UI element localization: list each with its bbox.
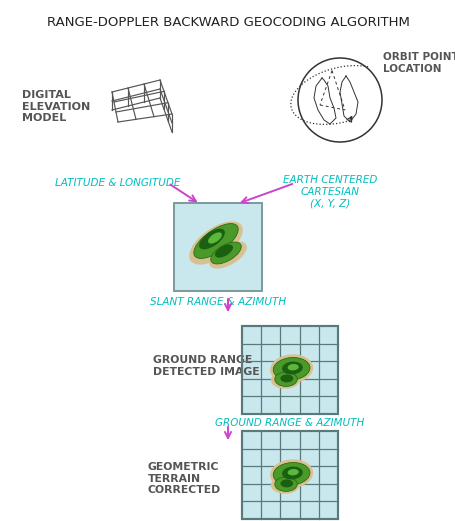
Bar (242, 326, 337, 414)
Text: LATITUDE & LONGITUDE: LATITUDE & LONGITUDE (55, 178, 180, 188)
Ellipse shape (189, 221, 242, 265)
Text: DIGITAL
ELEVATION
MODEL: DIGITAL ELEVATION MODEL (22, 90, 90, 123)
Ellipse shape (199, 229, 224, 250)
Ellipse shape (281, 362, 302, 375)
Ellipse shape (209, 241, 246, 269)
Ellipse shape (280, 375, 293, 382)
Ellipse shape (280, 479, 293, 488)
Ellipse shape (214, 244, 233, 257)
Ellipse shape (269, 354, 313, 383)
Ellipse shape (273, 463, 309, 485)
Ellipse shape (287, 469, 298, 476)
Ellipse shape (274, 372, 297, 387)
Bar (174, 203, 262, 291)
Ellipse shape (273, 357, 309, 380)
Ellipse shape (269, 460, 313, 488)
Bar (242, 431, 337, 519)
Ellipse shape (270, 371, 299, 389)
Text: RANGE-DOPPLER BACKWARD GEOCODING ALGORITHM: RANGE-DOPPLER BACKWARD GEOCODING ALGORIT… (46, 16, 409, 29)
Bar (174, 203, 262, 291)
Text: GEOMETRIC
TERRAIN
CORRECTED: GEOMETRIC TERRAIN CORRECTED (148, 462, 221, 495)
Text: GROUND RANGE & AZIMUTH: GROUND RANGE & AZIMUTH (215, 418, 364, 428)
Ellipse shape (270, 476, 299, 494)
Ellipse shape (193, 224, 238, 258)
Ellipse shape (207, 232, 222, 244)
Ellipse shape (287, 364, 298, 370)
Ellipse shape (210, 242, 241, 264)
Bar (242, 431, 337, 519)
Text: ORBIT POINT
LOCATION: ORBIT POINT LOCATION (382, 52, 455, 73)
Text: GROUND RANGE
DETECTED IMAGE: GROUND RANGE DETECTED IMAGE (153, 355, 259, 377)
Text: EARTH CENTERED
CARTESIAN
(X, Y, Z): EARTH CENTERED CARTESIAN (X, Y, Z) (282, 175, 376, 208)
Bar (242, 326, 337, 414)
Ellipse shape (281, 467, 302, 479)
Text: SLANT RANGE & AZIMUTH: SLANT RANGE & AZIMUTH (150, 297, 285, 307)
Ellipse shape (274, 477, 297, 491)
